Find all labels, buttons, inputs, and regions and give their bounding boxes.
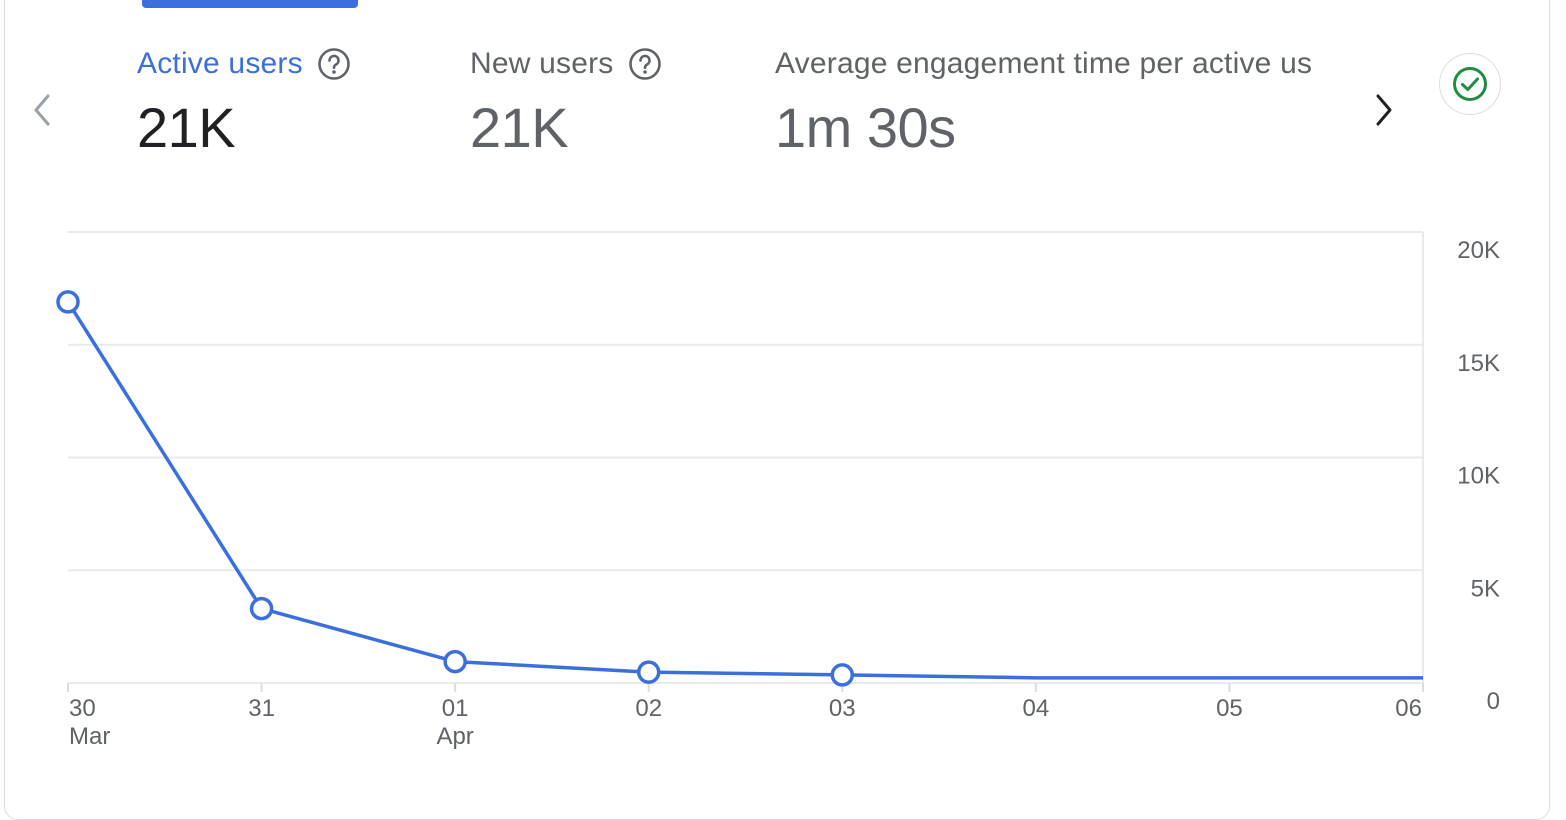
data-point [249,596,274,621]
x-tick-label: 30 [69,695,96,722]
metric-avg-engagement-time[interactable]: Average engagement time per active us 1m… [775,44,1345,158]
metric-value: 21K [470,96,569,159]
metric-value: 1m 30s [775,96,956,158]
previous-button[interactable] [26,90,58,130]
y-tick-label: 5K [1471,575,1500,602]
y-tick-label: 0 [1487,688,1500,715]
selected-tab-indicator [142,0,358,8]
y-tick-label: 20K [1457,237,1500,264]
help-circle-icon[interactable] [317,47,351,81]
status-button[interactable] [1439,53,1501,115]
metric-label: Average engagement time per active us [775,47,1313,80]
x-tick-label: 02 [635,695,662,722]
x-tick-label: 06 [1395,695,1422,722]
metric-value: 21K [137,96,236,159]
help-circle-icon[interactable] [628,47,662,81]
metric-new-users[interactable]: New users 21K [470,44,662,158]
check-circle-icon [1453,67,1487,101]
metric-label: Active users [137,47,303,80]
next-button[interactable] [1366,90,1402,130]
x-tick-sublabel: Mar [69,723,110,750]
x-tick-label: 05 [1216,695,1243,722]
metric-active-users[interactable]: Active users 21K [137,44,351,158]
data-point [636,660,661,684]
x-tick-label: 03 [829,695,856,722]
metric-label: New users [470,47,614,80]
x-tick-label: 04 [1023,695,1050,722]
data-point [56,290,80,314]
x-tick-sublabel: Apr [436,723,473,750]
y-tick-label: 15K [1457,350,1500,377]
data-point [830,663,855,687]
chevron-left-icon [34,94,50,126]
series-line [66,300,1423,680]
y-tick-label: 10K [1457,463,1500,490]
data-point [443,649,467,674]
x-tick-label: 31 [248,695,275,722]
x-tick-label: 01 [442,695,469,722]
chevron-right-icon [1376,94,1392,126]
